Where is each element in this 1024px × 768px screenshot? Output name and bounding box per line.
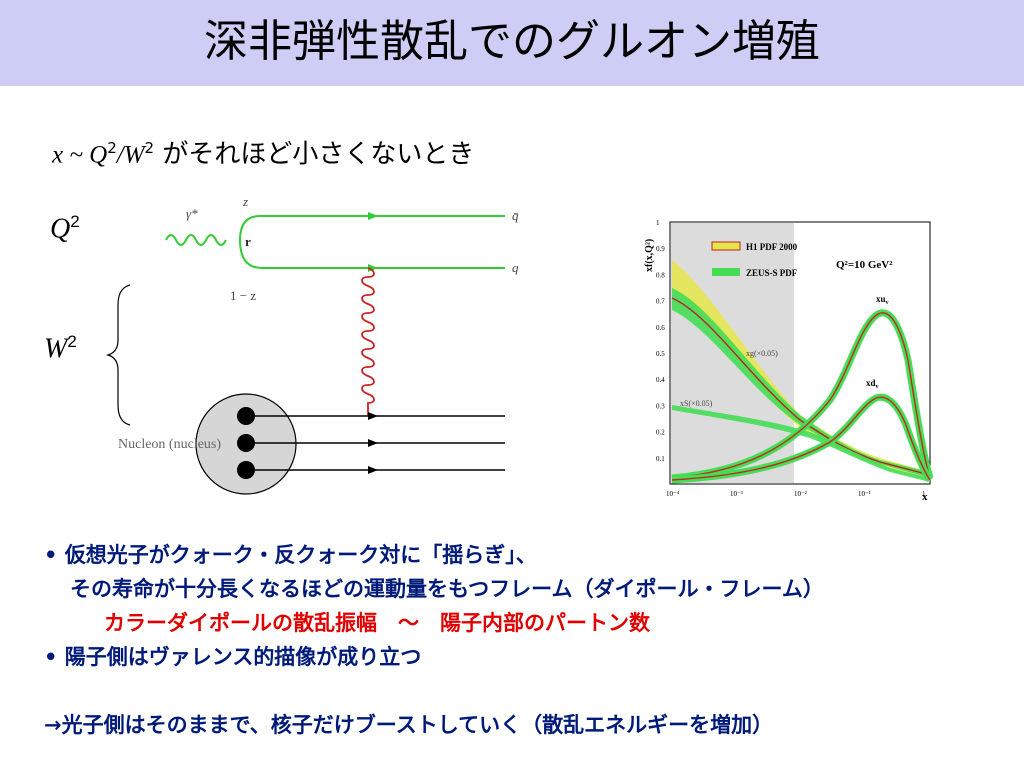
bullet-1-line-1: • 仮想光子がクォーク・反クォーク対に「揺らぎ」、 <box>44 543 537 567</box>
y-tick-label: 1 <box>656 219 660 227</box>
xdv-label-main: xd <box>866 378 876 388</box>
arrow-parton-2 <box>368 439 378 447</box>
one-minus-z-label: 1 − z <box>230 288 256 303</box>
arrow-parton-3 <box>368 466 378 474</box>
xuv-label-sub: v <box>886 300 889 306</box>
quark-dot-3 <box>237 461 255 479</box>
x-tick-label: 10⁻¹ <box>858 490 871 498</box>
y-tick-label: 0.9 <box>656 245 665 253</box>
x-tick-label: 10⁻⁴ <box>666 490 680 498</box>
label-w-exp: 2 <box>67 332 77 351</box>
gamma-label: γ* <box>186 206 198 221</box>
r-label: r <box>245 234 251 249</box>
xdv-label: xdv <box>866 378 879 390</box>
xuv-label-main: xu <box>876 294 886 304</box>
quark-dot-1 <box>237 407 255 425</box>
label-w: W <box>44 333 68 365</box>
bullet-1-line-2: その寿命が十分長くなるほどの運動量をもつフレーム（ダイポール・フレーム） <box>70 577 824 601</box>
subtitle-exp2: 2 <box>144 139 155 157</box>
y-tick-label: 0.5 <box>656 350 665 358</box>
xg-central-red <box>671 297 931 476</box>
legend-h1: H1 PDF 2000 <box>746 242 798 252</box>
subtitle-x: x <box>52 141 64 169</box>
pdf-plot-svg: H1 PDF 2000 ZEUS-S PDF Q²=10 GeV² xuv xd… <box>644 219 934 503</box>
xuv-label: xuv <box>876 294 889 306</box>
title-bar <box>0 0 1024 86</box>
bullet-1-line-3: カラーダイポールの散乱振幅 ～ 陽子内部のパートン数 <box>104 611 650 635</box>
xs-band <box>672 405 930 482</box>
y-axis-label: xf(x,Q²) <box>644 239 655 272</box>
bullet-gap <box>44 674 1014 708</box>
w2-brace <box>105 284 131 426</box>
subtitle-w: W <box>123 141 145 169</box>
y-tick-label: 0.6 <box>656 324 665 332</box>
x-axis-label: x <box>922 491 928 503</box>
xuv-central <box>671 312 931 479</box>
subtitle-slash: / <box>116 141 124 169</box>
label-q: Q <box>50 213 71 245</box>
subtitle-q: Q <box>89 141 108 169</box>
y-tick-label: 0.4 <box>656 376 665 384</box>
xg-band-green <box>672 288 930 478</box>
x-tick-label: 10⁻³ <box>730 490 743 498</box>
arrow-parton-1 <box>368 412 378 420</box>
gluon-line <box>361 267 375 416</box>
nucleon-label: Nucleon (nucleus) <box>118 437 221 452</box>
x-tick-label: 1 <box>922 490 926 498</box>
y-tick-label: 0.1 <box>656 455 665 463</box>
subtitle-sep: ~ <box>63 141 90 169</box>
q2-label: Q²=10 GeV² <box>836 259 893 271</box>
y-tick-label: 0.2 <box>656 429 665 437</box>
quark-antiquark-loop <box>238 215 505 269</box>
subtitle: x ~ Q2/W2 がそれほど小さくないとき <box>52 128 474 176</box>
slide-title: 深非弾性散乱でのグルオン増殖 <box>204 16 820 67</box>
arrow-upper <box>368 212 378 220</box>
label-w2: W2 <box>44 332 77 365</box>
y-tick-label: 0.3 <box>656 402 665 410</box>
x-ticks: 10⁻⁴ 10⁻³ 10⁻² 10⁻¹ 1 <box>666 490 926 498</box>
quark-dot-2 <box>237 434 255 452</box>
qbar-label: q̄ <box>512 208 519 223</box>
subtitle-text: がそれほど小さくないとき <box>154 139 475 170</box>
legend-zeus: ZEUS-S PDF <box>746 268 798 278</box>
dipole-diagram: γ* z r 1 − z q̄ q Nucleon (nucleus) <box>105 194 519 495</box>
y-tick-label: 0.8 <box>656 271 665 279</box>
label-q2: Q2 <box>50 212 80 245</box>
pdf-plot: H1 PDF 2000 ZEUS-S PDF Q²=10 GeV² xuv xd… <box>640 210 940 510</box>
bullet-list: • 仮想光子がクォーク・反クォーク対に「揺らぎ」、 その寿命が十分長くなるほどの… <box>44 538 1014 742</box>
y-tick-label: 0.7 <box>656 298 665 306</box>
label-q-exp: 2 <box>70 212 80 231</box>
q-label: q <box>512 260 519 275</box>
x-tick-label: 10⁻² <box>794 490 807 498</box>
xdv-label-sub: v <box>876 384 879 390</box>
y-ticks: 0.1 0.2 0.3 0.4 0.5 0.6 0.7 0.8 0.9 1 <box>656 219 665 463</box>
bullet-3-line-1: →光子側はそのままで、核子だけブーストしていく（散乱エネルギーを増加） <box>44 713 774 737</box>
bullet-2-line-1: • 陽子側はヴァレンス的描像が成り立つ <box>44 645 422 669</box>
subtitle-exp1: 2 <box>107 139 117 157</box>
legend-swatch-zeus <box>712 268 740 276</box>
xg-label: xg(×0.05) <box>746 349 778 358</box>
xdv-central <box>671 396 931 481</box>
xs-label: xS(×0.05) <box>680 399 713 408</box>
legend-swatch-h1 <box>711 241 741 251</box>
z-label: z <box>242 194 248 209</box>
photon-wavy-line <box>165 234 227 246</box>
